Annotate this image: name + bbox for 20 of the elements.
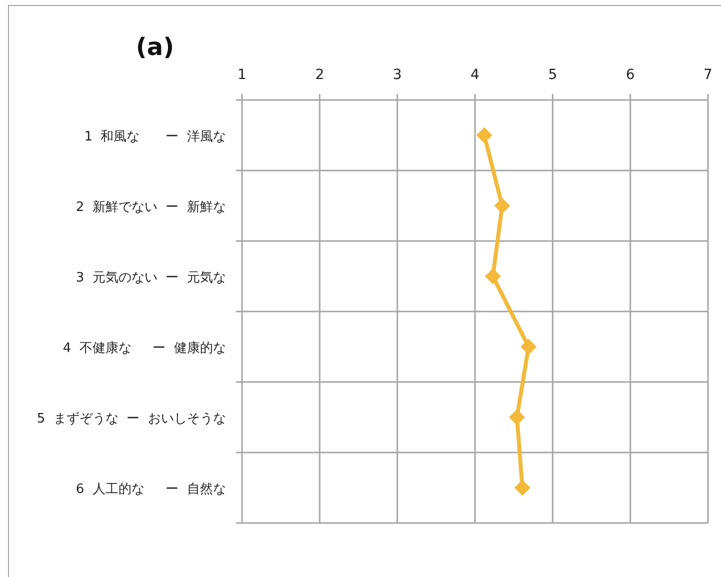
point	[484, 268, 501, 284]
point	[514, 480, 530, 496]
x-tick-label: 2	[315, 67, 324, 83]
x-tick-label: 6	[626, 67, 635, 83]
y-tick-label: 6 人工的な ー 自然な	[76, 482, 226, 497]
point	[494, 198, 510, 214]
y-tick-label: 5 まずぞうな ー おいしそうな	[36, 411, 226, 426]
y-tick-label: 2 新鮮でない ー 新鮮な	[76, 200, 226, 215]
point	[508, 409, 525, 426]
y-tick-label: 1 和風な ー 洋風な	[84, 129, 226, 144]
chart-title: (a)	[136, 33, 174, 61]
point	[520, 338, 537, 355]
x-tick-label: 7	[704, 67, 712, 83]
x-tick-label: 1	[238, 67, 246, 83]
x-tick-label: 5	[548, 67, 558, 83]
y-tick-label: 4 不健康な ー 健康的な	[62, 340, 226, 356]
y-tick-label: 3 元気のない ー 元気な	[76, 270, 226, 286]
point	[476, 127, 492, 144]
x-tick-label: 3	[392, 67, 402, 83]
x-tick-label: 4	[470, 67, 480, 83]
